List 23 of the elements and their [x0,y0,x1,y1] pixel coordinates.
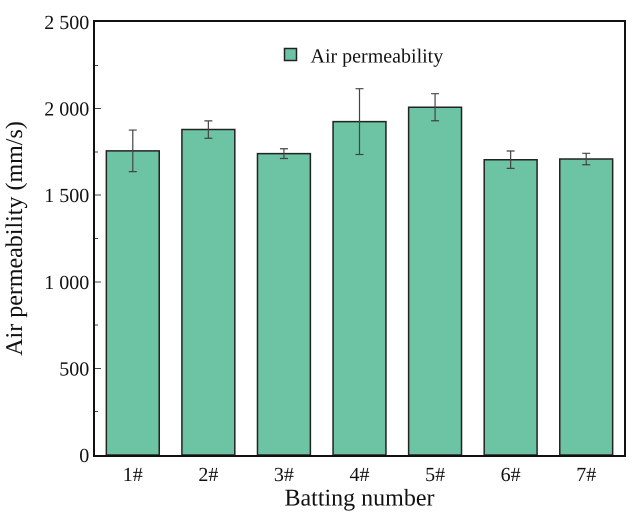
y-tick-label: 1 000 [44,272,90,294]
x-tick-label: 5# [425,464,446,486]
bar [181,128,236,455]
y-axis-title: Air permeability (mm/s) [2,121,28,356]
y-tick-label: 2 500 [44,12,90,34]
x-axis-title: Batting number [284,486,434,512]
x-tick-label: 6# [500,464,521,486]
y-tick-label: 0 [79,445,90,467]
x-tick-label: 2# [198,464,218,486]
y-tick-label: 1 500 [44,185,90,208]
legend-label: Air permeability [310,45,444,68]
y-tick-label: 2 000 [44,98,90,121]
y-tick-label: 500 [59,358,90,380]
x-tick-label: 3# [274,464,294,486]
bar [483,158,538,455]
x-tick-label: 4# [350,464,370,486]
bar [332,120,387,455]
bar [408,106,462,455]
x-tick-label: 7# [576,464,596,486]
bar [256,152,312,455]
bar [559,158,614,455]
x-tick-label: 1# [122,464,143,486]
bar [106,150,160,455]
